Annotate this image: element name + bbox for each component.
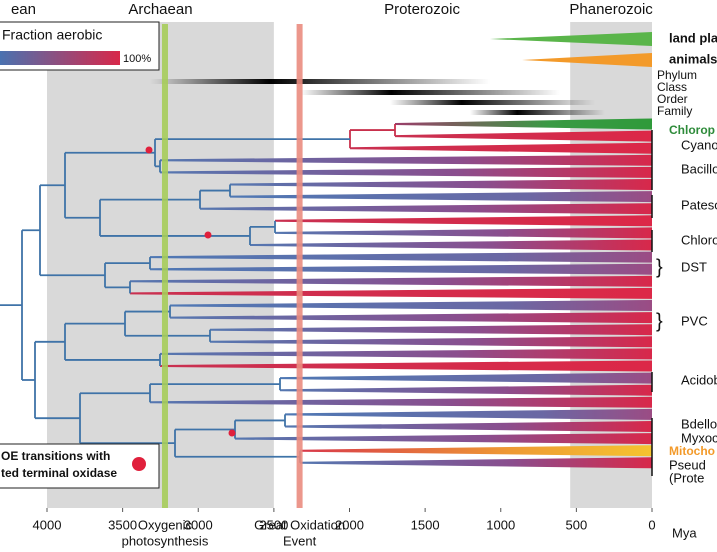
legend-gradient bbox=[0, 51, 120, 65]
tip-branch bbox=[160, 166, 652, 178]
rank-label: Class bbox=[657, 80, 687, 94]
brace: } bbox=[656, 256, 663, 278]
taxon-label: Pseud bbox=[669, 457, 706, 472]
x-tick-label: 500 bbox=[566, 517, 588, 532]
legend-text: OE transitions with bbox=[1, 449, 110, 463]
x-tick-label: 3000 bbox=[184, 517, 213, 532]
taxon-label: Chloro bbox=[681, 232, 717, 247]
tree bbox=[0, 118, 652, 469]
eon-label: ean bbox=[11, 1, 36, 18]
lineage-label: land pla bbox=[669, 30, 717, 45]
x-tick-label: 2500 bbox=[259, 517, 288, 532]
event-label: Event bbox=[283, 533, 317, 548]
event-label: photosynthesis bbox=[122, 533, 209, 548]
tip-branch bbox=[285, 408, 652, 420]
tip-branch bbox=[210, 324, 652, 336]
x-tick-label: 2000 bbox=[335, 517, 364, 532]
lineage-label: animals bbox=[669, 51, 717, 66]
rank-bar bbox=[300, 90, 560, 95]
tip-branch bbox=[235, 433, 652, 445]
legend-title: Fraction aerobic bbox=[2, 27, 102, 43]
legend-dot bbox=[132, 457, 146, 471]
tip-branch bbox=[300, 445, 652, 457]
tip-branch bbox=[395, 118, 652, 130]
transition-dot bbox=[145, 146, 153, 154]
tip-branch bbox=[230, 191, 652, 203]
lineage-wedge bbox=[522, 53, 652, 67]
event-label: Oxygenic bbox=[138, 517, 193, 532]
tip-branch bbox=[130, 287, 652, 299]
tip-branch bbox=[210, 336, 652, 348]
taxon-label: Bdello bbox=[681, 416, 717, 431]
legend-max: 100% bbox=[123, 53, 151, 65]
event-label: Great Oxidation bbox=[254, 517, 345, 532]
taxon-label: (Prote bbox=[669, 470, 704, 485]
tip-branch bbox=[230, 179, 652, 190]
eon-label: Proterozoic bbox=[384, 1, 460, 18]
x-tick-label: 0 bbox=[648, 517, 655, 532]
transition-dot bbox=[228, 429, 236, 437]
tip-branch bbox=[275, 227, 652, 239]
event-line bbox=[161, 24, 168, 508]
tip-branch bbox=[275, 215, 652, 227]
tip-branch bbox=[170, 300, 652, 311]
taxon-label: Pateso bbox=[681, 197, 717, 212]
tip-branch bbox=[150, 263, 652, 275]
brace: } bbox=[656, 310, 663, 332]
eon-shade bbox=[47, 22, 274, 508]
rank-bar bbox=[470, 110, 605, 115]
tip-branch bbox=[280, 384, 652, 396]
tip-branch bbox=[170, 312, 652, 324]
tip-branch bbox=[150, 251, 652, 263]
legend-text: ted terminal oxidase bbox=[1, 466, 117, 480]
taxon-label: PVC bbox=[681, 313, 708, 328]
taxon-label: Cyano bbox=[681, 137, 717, 152]
rank-label: Phylum bbox=[657, 68, 697, 82]
rank-bar bbox=[150, 79, 490, 84]
tip-branch bbox=[280, 372, 652, 384]
x-axis-label: Mya bbox=[672, 525, 697, 540]
x-tick-label: 1000 bbox=[486, 517, 515, 532]
transition-dot bbox=[204, 231, 212, 239]
x-tick-label: 3500 bbox=[108, 517, 137, 532]
taxon-label: Myxoc bbox=[681, 430, 717, 445]
tip-branch bbox=[160, 360, 652, 372]
tip-branch bbox=[160, 348, 652, 360]
taxon-label: Bacillo bbox=[681, 161, 717, 176]
tip-branch bbox=[250, 239, 652, 251]
tip-branch bbox=[200, 203, 652, 215]
rank-label: Family bbox=[657, 104, 692, 118]
event-line bbox=[296, 24, 303, 508]
tip-branch bbox=[160, 154, 652, 166]
taxon-label: DST bbox=[681, 259, 707, 274]
lineage-wedge bbox=[490, 32, 652, 46]
x-tick-label: 1500 bbox=[411, 517, 440, 532]
tip-branch bbox=[150, 396, 652, 408]
eon-label: Phanerozoic bbox=[569, 1, 653, 18]
x-tick-label: 4000 bbox=[33, 517, 62, 532]
taxon-label: Mitocho bbox=[669, 444, 715, 458]
tip-branch bbox=[300, 457, 652, 469]
taxon-label: Acidob bbox=[681, 372, 717, 387]
rank-bar bbox=[390, 100, 595, 105]
tip-branch bbox=[130, 275, 652, 287]
tip-branch bbox=[350, 142, 652, 154]
eon-label: Archaean bbox=[128, 1, 192, 18]
rank-label: Order bbox=[657, 92, 688, 106]
tip-branch bbox=[395, 130, 652, 142]
tip-branch bbox=[285, 421, 652, 432]
taxon-label: Chlorop bbox=[669, 123, 715, 137]
